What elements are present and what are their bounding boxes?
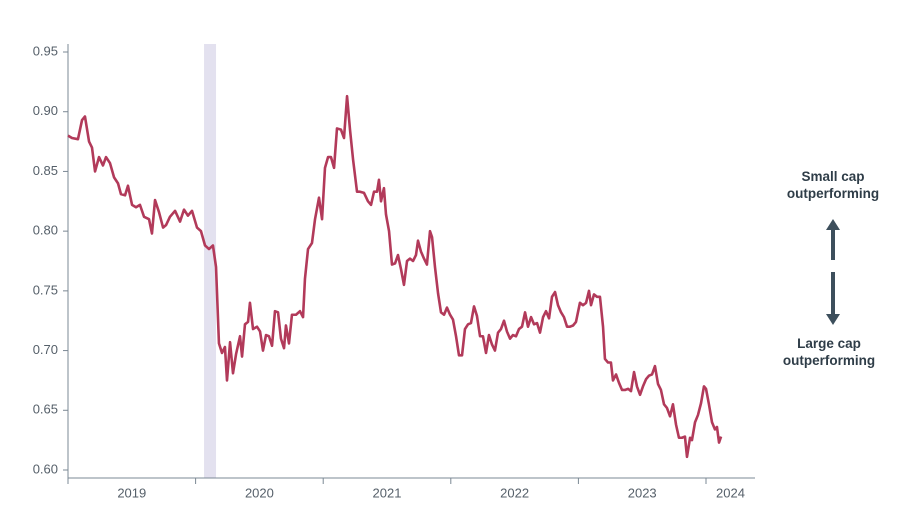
line-series bbox=[67, 94, 723, 459]
y-tick-label: 0.75 bbox=[33, 282, 58, 297]
shaded-region bbox=[204, 44, 217, 478]
y-tick-label: 0.80 bbox=[33, 223, 58, 238]
arrows bbox=[826, 219, 840, 325]
x-tick-label: 2023 bbox=[628, 485, 657, 500]
annotation: Large cap outperforming bbox=[782, 336, 876, 368]
x-tick-label: 2022 bbox=[500, 485, 529, 500]
x-tick-label: 2020 bbox=[245, 485, 274, 500]
y-tick-label: 0.85 bbox=[33, 163, 58, 178]
y-tick-label: 0.60 bbox=[33, 461, 58, 476]
y-tick-label: 0.90 bbox=[33, 103, 58, 118]
up-arrow-head bbox=[826, 219, 840, 230]
y-tick-label: 0.95 bbox=[33, 43, 58, 58]
annotation: Small cap outperforming bbox=[786, 169, 880, 201]
x-tick-label: 2024 bbox=[716, 485, 745, 500]
x-tick-label: 2019 bbox=[117, 485, 146, 500]
y-tick-label: 0.65 bbox=[33, 402, 58, 417]
y-tick-label: 0.70 bbox=[33, 342, 58, 357]
down-arrow-head bbox=[826, 314, 840, 325]
x-tick-label: 2021 bbox=[373, 485, 402, 500]
